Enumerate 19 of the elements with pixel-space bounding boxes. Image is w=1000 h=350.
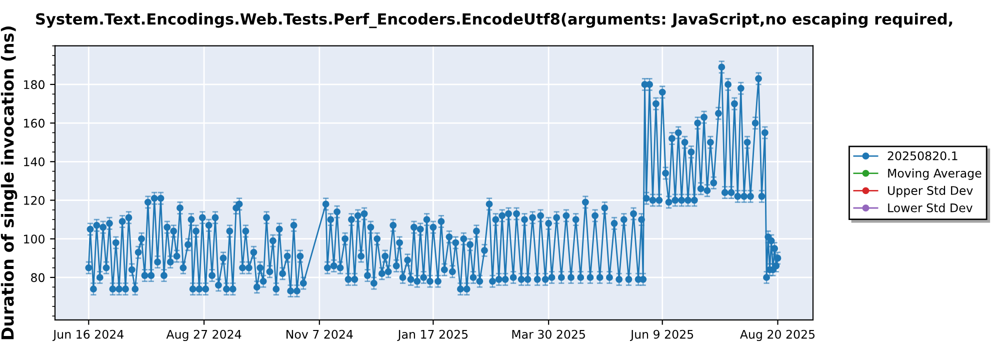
legend-label: Lower Std Dev <box>888 203 972 212</box>
x-tick-label: Aug 27 2024 <box>166 330 242 342</box>
x-tick-label: Jun 9 2025 <box>630 330 694 341</box>
x-tick-label: Mar 30 2025 <box>512 330 585 339</box>
y-tick-label: 120 <box>24 196 44 205</box>
y-tick-label: 80 <box>31 273 44 282</box>
x-tick-label: Aug 20 2025 <box>740 330 815 342</box>
y-tick-label: 160 <box>24 118 44 128</box>
y-tick-label: 100 <box>24 234 44 244</box>
x-tick-label: Jun 16 2024 <box>52 330 124 341</box>
legend-label: Moving Average <box>888 168 982 180</box>
y-tick-label: 140 <box>24 157 44 166</box>
y-axis-title: Duration of single invocation (ns) <box>0 26 18 340</box>
x-tick-label: Nov 7 2024 <box>286 330 353 339</box>
x-tick-label: Jan 17 2025 <box>397 330 468 341</box>
legend-label: 20250820.1 <box>888 151 958 160</box>
y-tick-label: 180 <box>24 80 44 90</box>
chart-title: System.Text.Encodings.Web.Tests.Perf_Encoders.EncodeUtf8(arguments: JavaScript,no escaping required, <box>36 12 952 28</box>
legend-label: Upper Std Dev <box>888 186 973 198</box>
